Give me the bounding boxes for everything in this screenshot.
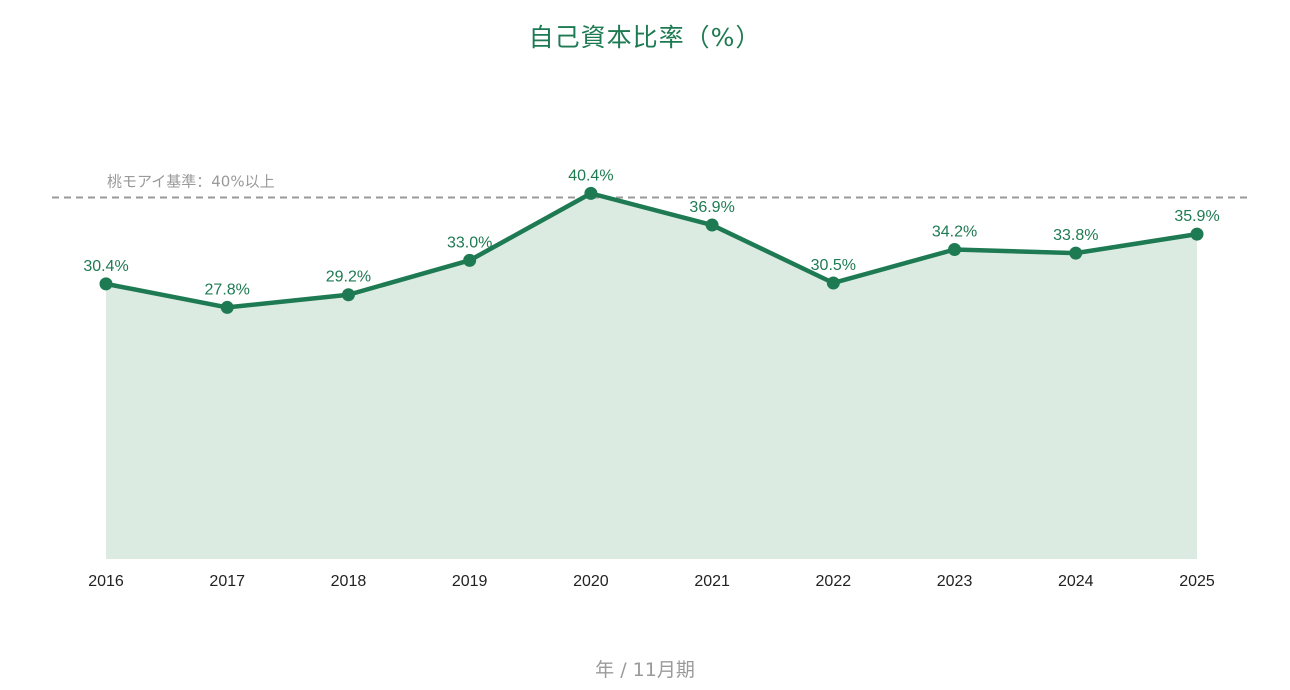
- data-label-2018: 29.2%: [326, 269, 371, 286]
- area-fill: [106, 193, 1197, 559]
- data-point-2017: [220, 300, 234, 314]
- x-axis-label: 年 / 11月期: [595, 659, 695, 681]
- x-tick-2016: 2016: [88, 573, 124, 590]
- x-tick-2017: 2017: [209, 573, 245, 590]
- data-point-2024: [1069, 246, 1083, 260]
- x-tick-2020: 2020: [573, 573, 609, 590]
- data-label-2024: 33.8%: [1053, 227, 1098, 244]
- chart-title: 自己資本比率（%）: [528, 23, 762, 52]
- data-point-2022: [826, 276, 840, 290]
- x-tick-2024: 2024: [1058, 573, 1094, 590]
- x-tick-2019: 2019: [452, 573, 488, 590]
- data-point-2021: [705, 218, 719, 232]
- data-point-2025: [1190, 227, 1204, 241]
- reference-layer: 桃モアイ基準：40%以上: [52, 173, 1252, 199]
- data-point-2018: [341, 288, 355, 302]
- line-layer: [103, 191, 1200, 310]
- labels-layer: 30.4% 27.8% 29.2% 33.0% 40.4% 36.9% 30.5% 34.2%…: [83, 167, 1219, 298]
- data-point-2023: [948, 242, 962, 256]
- reference-line-label: 桃モアイ基準：40%以上: [107, 173, 275, 191]
- data-label-2022: 30.5%: [811, 257, 856, 274]
- x-tick-2022: 2022: [816, 573, 852, 590]
- x-tick-2018: 2018: [331, 573, 367, 590]
- data-point-2020: [584, 186, 598, 200]
- points-layer: [99, 186, 1204, 314]
- data-point-2016: [99, 277, 113, 291]
- data-label-2019: 33.0%: [447, 234, 492, 251]
- x-tick-2023: 2023: [937, 573, 973, 590]
- area-layer: [106, 193, 1197, 559]
- data-label-2020: 40.4%: [568, 167, 613, 184]
- data-label-2025: 35.9%: [1174, 208, 1219, 225]
- ticks-layer: 2016 2017 2018 2019 2020 2021 2022 2023 2024 2025: [88, 573, 1215, 590]
- data-label-2021: 36.9%: [689, 199, 734, 216]
- x-tick-2021: 2021: [694, 573, 730, 590]
- x-tick-2025: 2025: [1179, 573, 1215, 590]
- data-label-2017: 27.8%: [205, 281, 250, 298]
- data-point-2019: [463, 253, 477, 267]
- data-label-2023: 34.2%: [932, 223, 977, 240]
- series-line: [103, 191, 1200, 310]
- data-label-2016: 30.4%: [83, 258, 128, 275]
